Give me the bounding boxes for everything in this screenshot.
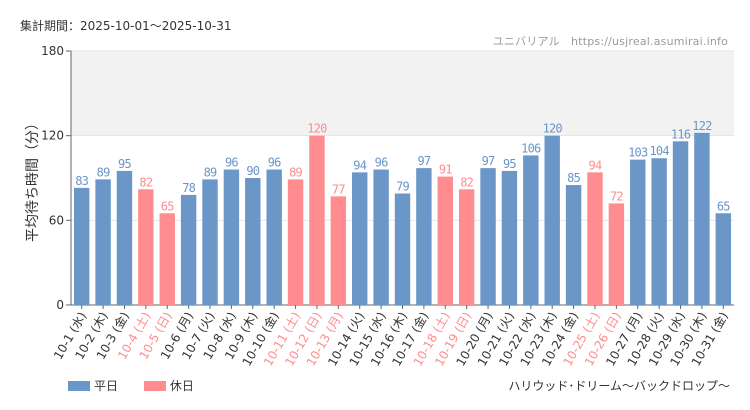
bar xyxy=(180,194,197,305)
bar-value-label: 96 xyxy=(225,156,238,170)
bar xyxy=(608,203,625,305)
site-credit: ユニバリアル https://usjreal.asumirai.info xyxy=(492,35,728,48)
bar-value-label: 97 xyxy=(417,154,430,168)
bar xyxy=(544,135,560,305)
legend-weekday: 平日 xyxy=(68,377,118,394)
legend-holiday-swatch xyxy=(143,381,166,391)
bar-value-label: 78 xyxy=(182,181,195,195)
bar-value-label: 104 xyxy=(650,144,670,158)
y-tick-label: 60 xyxy=(49,213,64,227)
bar-value-label: 90 xyxy=(246,164,259,178)
y-tick-label: 180 xyxy=(41,44,64,58)
bar xyxy=(672,141,689,305)
bar-value-label: 106 xyxy=(521,141,541,155)
bar-value-label: 116 xyxy=(671,127,691,141)
bar-value-label: 82 xyxy=(139,175,152,189)
bar-value-label: 96 xyxy=(375,156,388,170)
legend-holiday-label: 休日 xyxy=(169,379,194,393)
bar xyxy=(245,178,261,305)
bar xyxy=(138,189,154,305)
bar xyxy=(159,213,175,305)
bar-value-label: 85 xyxy=(567,171,580,185)
y-tick-label: 120 xyxy=(41,129,64,143)
attraction-name: ハリウッド･ドリーム～バックドロップ～ xyxy=(508,379,730,393)
bar-value-label: 97 xyxy=(482,154,495,168)
bar xyxy=(394,193,411,305)
bar xyxy=(437,176,453,305)
legend-weekday-swatch xyxy=(68,381,90,391)
legend: 平日 休日 xyxy=(68,377,216,394)
bar xyxy=(694,132,710,305)
bar-value-label: 94 xyxy=(589,158,602,172)
upper-band xyxy=(71,51,734,136)
y-tick-label: 0 xyxy=(56,298,64,312)
bar xyxy=(266,169,282,305)
bar xyxy=(715,213,732,305)
legend-holiday: 休日 xyxy=(143,377,194,394)
bar-value-label: 94 xyxy=(353,158,366,172)
bar-value-label: 65 xyxy=(717,199,730,213)
bar-value-label: 89 xyxy=(97,165,110,179)
bar xyxy=(309,135,325,305)
bar xyxy=(116,170,133,305)
bar xyxy=(630,159,646,305)
period-label: 集計期間：2025-10-01～2025-10-31 xyxy=(20,19,232,33)
bar-value-label: 95 xyxy=(503,157,516,171)
bar-value-label: 65 xyxy=(161,199,174,213)
legend-weekday-label: 平日 xyxy=(94,379,119,393)
bar-value-label: 77 xyxy=(332,182,345,196)
bar xyxy=(95,179,111,305)
bar-value-label: 120 xyxy=(307,122,327,136)
bar-value-label: 103 xyxy=(628,146,648,160)
bar-value-label: 96 xyxy=(268,156,281,170)
bar-value-label: 120 xyxy=(543,122,563,136)
bar xyxy=(458,189,475,305)
bar xyxy=(73,187,90,305)
bar xyxy=(287,179,304,305)
bar xyxy=(651,158,667,305)
bar-value-label: 95 xyxy=(118,157,131,171)
bar xyxy=(480,168,496,305)
bar-value-label: 122 xyxy=(692,119,712,133)
bar xyxy=(330,196,347,305)
bar-value-label: 79 xyxy=(396,180,409,194)
bar xyxy=(223,169,240,305)
bar xyxy=(202,179,218,305)
bar xyxy=(373,169,389,305)
bar-value-label: 91 xyxy=(439,163,452,177)
bar xyxy=(352,172,368,305)
bar xyxy=(565,185,582,305)
bar xyxy=(523,155,539,305)
bar-value-label: 72 xyxy=(610,189,623,203)
bar-value-label: 89 xyxy=(204,165,217,179)
bar xyxy=(416,168,432,305)
bar-value-label: 83 xyxy=(75,174,88,188)
bar-value-label: 82 xyxy=(460,175,473,189)
bar xyxy=(587,172,603,305)
bar-value-label: 89 xyxy=(289,165,302,179)
bar xyxy=(501,170,518,305)
